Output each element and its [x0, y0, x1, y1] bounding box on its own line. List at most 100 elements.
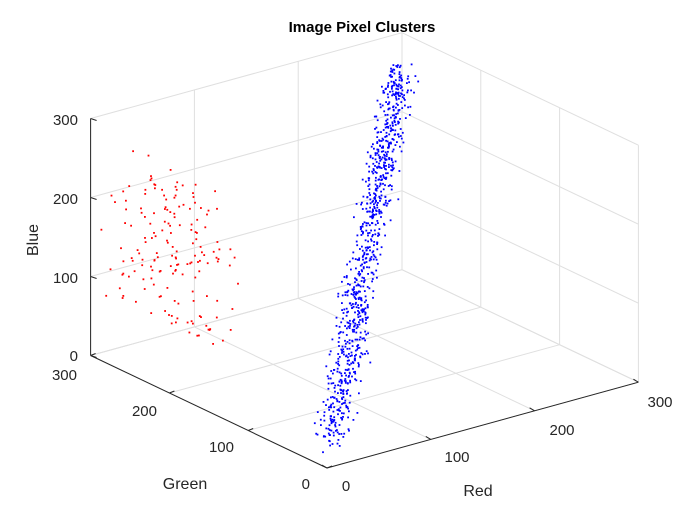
blue-cluster-point	[379, 159, 382, 162]
blue-cluster-point	[380, 131, 382, 133]
blue-cluster-point	[361, 178, 364, 181]
blue-cluster-point	[369, 198, 372, 201]
blue-cluster-point	[344, 339, 346, 342]
blue-cluster-point	[341, 350, 343, 352]
blue-cluster-point	[369, 154, 372, 157]
blue-cluster-point	[372, 234, 374, 236]
blue-cluster-point	[410, 63, 413, 66]
blue-cluster-point	[355, 240, 358, 243]
blue-cluster-point	[394, 129, 397, 132]
blue-cluster-point	[387, 185, 390, 187]
blue-cluster-point	[331, 443, 334, 445]
blue-cluster-point	[337, 363, 339, 365]
blue-cluster-point	[362, 195, 365, 198]
red-cluster-point	[206, 213, 208, 216]
red-cluster-point	[158, 295, 161, 298]
blue-cluster-point	[342, 350, 345, 353]
blue-cluster-point	[362, 231, 364, 233]
blue-cluster-point	[378, 210, 380, 213]
blue-cluster-point	[351, 354, 353, 357]
blue-cluster-point	[343, 379, 346, 382]
red-cluster-point	[154, 184, 157, 186]
blue-cluster-point	[406, 82, 408, 84]
blue-cluster-point	[398, 94, 400, 97]
blue-cluster-point	[358, 290, 360, 293]
red-cluster-point	[130, 257, 133, 259]
blue-cluster-point	[322, 401, 325, 403]
blue-cluster-point	[339, 406, 342, 409]
blue-cluster-point	[326, 398, 329, 401]
x-tick-labels: 0 100 200 300	[342, 394, 673, 495]
red-cluster-point	[141, 264, 144, 267]
z-tick-label: 100	[53, 270, 78, 287]
red-cluster-point	[132, 150, 134, 153]
blue-cluster-point	[380, 190, 382, 193]
red-cluster-point	[207, 328, 210, 331]
red-cluster-point	[173, 196, 176, 199]
blue-cluster-point	[363, 253, 366, 256]
blue-cluster-point	[328, 353, 331, 356]
blue-cluster-point	[361, 208, 364, 210]
blue-cluster-point	[400, 92, 402, 95]
blue-cluster-point	[328, 406, 330, 409]
blue-cluster-point	[363, 337, 365, 340]
blue-cluster-point	[359, 336, 362, 339]
blue-cluster-point	[329, 350, 332, 353]
blue-cluster-point	[365, 253, 368, 256]
blue-cluster-point	[397, 109, 400, 112]
blue-cluster-point	[397, 97, 400, 100]
red-cluster-point	[142, 278, 145, 281]
blue-cluster-point	[341, 418, 343, 421]
red-cluster-point	[122, 295, 125, 297]
blue-cluster-point	[325, 365, 328, 368]
red-cluster-point	[195, 238, 198, 241]
blue-cluster-point	[382, 129, 385, 131]
blue-cluster-point	[352, 289, 355, 292]
blue-cluster-point	[359, 290, 361, 293]
blue-cluster-point	[329, 444, 331, 447]
blue-cluster-point	[391, 121, 394, 124]
blue-cluster-point	[352, 419, 355, 421]
blue-cluster-point	[366, 151, 369, 154]
blue-cluster-point	[393, 72, 396, 75]
blue-cluster-point	[355, 298, 357, 300]
red-cluster-point	[144, 188, 147, 191]
blue-cluster-point	[359, 319, 361, 321]
blue-cluster-point	[390, 188, 393, 191]
blue-cluster-point	[391, 75, 393, 78]
blue-cluster-point	[383, 164, 385, 166]
red-cluster-point	[169, 169, 172, 171]
z-tick-labels: 0 100 200 300	[53, 112, 78, 365]
red-cluster-point	[141, 258, 144, 261]
blue-cluster-point	[365, 322, 367, 325]
blue-cluster-point	[340, 382, 343, 385]
blue-cluster-point	[363, 280, 366, 283]
blue-cluster-point	[389, 199, 392, 202]
blue-cluster-point	[363, 308, 365, 311]
blue-cluster-point	[398, 83, 400, 86]
red-cluster-point	[194, 201, 196, 204]
blue-cluster-point	[351, 361, 354, 363]
blue-cluster-point	[359, 380, 362, 382]
blue-cluster-point	[371, 278, 374, 280]
blue-cluster-point	[398, 71, 401, 73]
blue-cluster-point	[387, 126, 390, 129]
blue-cluster-point	[373, 255, 376, 258]
blue-cluster-point	[344, 372, 346, 374]
blue-cluster-point	[374, 256, 377, 259]
blue-cluster-point	[367, 332, 369, 335]
red-cluster-point	[200, 207, 202, 209]
blue-cluster-point	[352, 321, 355, 324]
red-cluster-point	[199, 246, 202, 248]
blue-cluster-point	[390, 174, 393, 177]
blue-cluster-point	[368, 287, 371, 290]
red-cluster-point	[189, 262, 192, 265]
red-cluster-point	[149, 222, 152, 225]
blue-cluster-point	[349, 379, 351, 382]
blue-cluster-point	[388, 158, 391, 161]
blue-cluster-point	[353, 318, 356, 321]
blue-cluster-point	[347, 389, 349, 391]
blue-cluster-point	[375, 176, 377, 179]
blue-cluster-point	[393, 117, 396, 120]
blue-cluster-point	[377, 148, 380, 151]
